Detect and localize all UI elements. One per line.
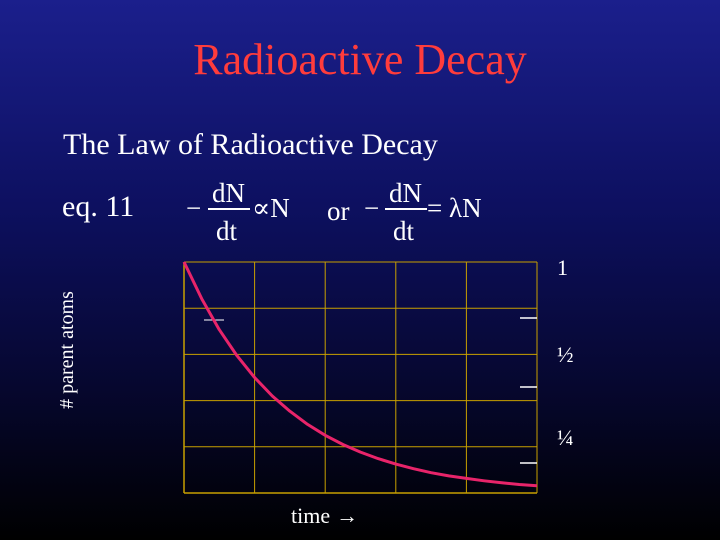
y-tick-label: ½ (557, 342, 574, 367)
slide-title: Radioactive Decay (193, 35, 527, 84)
x-axis-label-text: time (291, 503, 331, 528)
equation2-minus-sign: − (364, 193, 380, 223)
equation1-denominator: dt (216, 216, 238, 246)
decay-curve (182, 261, 538, 488)
equation2-denominator: dt (393, 216, 415, 246)
equation2-rhs: = λN (427, 193, 482, 223)
subtitle: The Law of Radioactive Decay (63, 128, 438, 161)
y-tick-label: ¼ (557, 425, 574, 450)
equation1-fraction-bar (208, 208, 250, 210)
arrow-right-icon: → (336, 503, 359, 528)
equation1-minus-sign: − (186, 193, 202, 223)
equation2-numerator: dN (389, 178, 422, 208)
equation1-numerator: dN (212, 178, 245, 208)
equation-or: or (327, 196, 350, 226)
equation2-fraction-bar (385, 208, 427, 210)
equation1-proportional: ∝N (252, 193, 290, 223)
x-axis-label: time → (291, 503, 358, 529)
y-axis-label: # parent atoms (56, 291, 78, 409)
equation-label: eq. 11 (62, 190, 135, 223)
y-tick-label: 1 (557, 255, 568, 280)
